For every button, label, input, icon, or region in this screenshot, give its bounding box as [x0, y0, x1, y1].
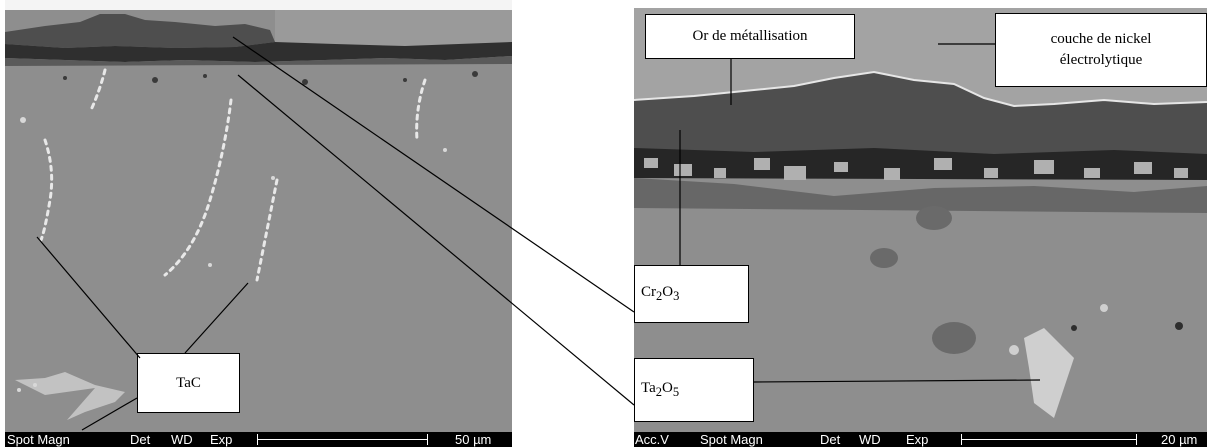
wd-label: WD — [171, 432, 193, 447]
scalebar-line — [961, 439, 1136, 440]
tac-label-text: TaC — [176, 374, 201, 391]
tac-label: TaC — [137, 353, 240, 413]
ta2o5-formula: Ta2O5 — [641, 379, 680, 399]
cr2o3-label: Cr2O3 — [634, 265, 749, 323]
nickel-label-line2: électrolytique — [1059, 52, 1143, 68]
wd-label: WD — [859, 432, 881, 447]
right-scalebar: Acc.V Spot Magn Det WD Exp 20 µm — [634, 432, 1207, 447]
cr2o3-formula: Cr2O3 — [641, 283, 680, 303]
det-label: Det — [130, 432, 151, 447]
left-micrograph: Spot Magn Det WD Exp 50 µm — [5, 0, 512, 447]
spot-magn-label: Spot Magn — [700, 432, 763, 447]
left-micrograph-image — [5, 0, 512, 447]
gold-label-text: Or de métallisation — [692, 28, 808, 44]
scale-value: 50 µm — [455, 432, 492, 447]
acc-v-label: Acc.V — [635, 432, 669, 447]
spot-magn-label: Spot Magn — [7, 432, 70, 447]
scalebar-line — [257, 439, 427, 440]
det-label: Det — [820, 432, 841, 447]
scalebar-tick-end — [427, 434, 428, 445]
nickel-label-line1: couche de nickel — [1050, 31, 1152, 47]
nickel-label: couche de nickel électrolytique — [995, 13, 1207, 87]
scale-value: 20 µm — [1161, 432, 1198, 447]
exp-label: Exp — [906, 432, 929, 447]
exp-label: Exp — [210, 432, 233, 447]
ta2o5-label: Ta2O5 — [634, 358, 754, 422]
scalebar-tick-end — [1136, 434, 1137, 445]
left-scalebar: Spot Magn Det WD Exp 50 µm — [5, 432, 512, 447]
gold-label: Or de métallisation — [645, 14, 855, 59]
